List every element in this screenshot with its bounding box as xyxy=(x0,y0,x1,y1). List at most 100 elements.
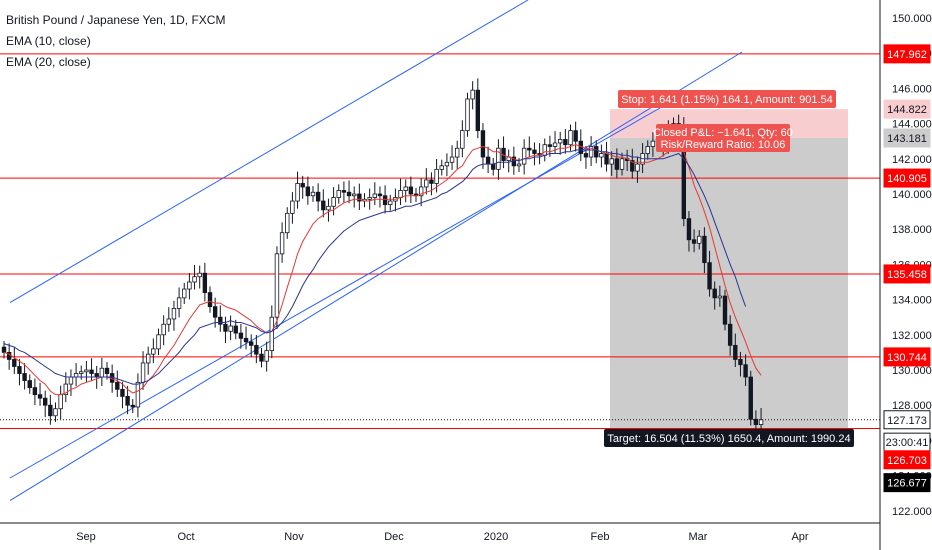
candle-body-10 xyxy=(53,408,58,417)
candle-body-39 xyxy=(202,272,208,293)
candle-body-5 xyxy=(27,380,32,388)
candle-body-57 xyxy=(295,183,300,202)
candle-body-73 xyxy=(377,193,383,197)
candle-body-54 xyxy=(279,232,285,255)
candle-body-71 xyxy=(367,197,372,200)
candle-body-58 xyxy=(300,183,305,188)
candle-body-40 xyxy=(207,292,213,308)
candle-body-56 xyxy=(290,200,295,214)
time-label-3: Dec xyxy=(384,531,404,543)
candle-body-141 xyxy=(727,323,733,346)
price-tag-bg-2 xyxy=(883,128,931,148)
pnl-line1: Closed P&L: −1.641, Qty: 60 xyxy=(653,127,793,139)
candle-body-63 xyxy=(326,205,331,211)
candle-body-89 xyxy=(460,130,465,149)
candle-body-35 xyxy=(182,288,187,299)
position-zones[interactable] xyxy=(610,109,848,429)
candle-body-117 xyxy=(604,153,609,165)
channel-lower-2 xyxy=(9,107,661,479)
candle-body-50 xyxy=(259,353,264,362)
candle-body-106 xyxy=(547,144,553,147)
candle-body-52 xyxy=(269,316,274,352)
candle-body-43 xyxy=(223,323,228,332)
time-axis[interactable]: Sep Oct Nov Dec 2020 Feb Mar Apr xyxy=(0,522,880,543)
candle-body-143 xyxy=(738,359,743,366)
candle-body-109 xyxy=(563,139,568,146)
candle-body-29 xyxy=(151,348,156,355)
candle-body-90 xyxy=(465,98,470,132)
price-tag-3: 140.905 xyxy=(887,173,927,185)
candle-body-123 xyxy=(635,163,640,172)
stop-label-bg xyxy=(618,90,836,108)
candle-body-119 xyxy=(614,158,620,170)
candle-body-116 xyxy=(599,153,604,158)
ema20-legend[interactable]: EMA (20, close) xyxy=(6,55,91,69)
price-axis[interactable]: 150.000148.000146.000144.000142.000140.0… xyxy=(879,0,932,550)
candle-body-25 xyxy=(130,404,135,408)
price-tag-bg-1 xyxy=(883,99,931,119)
time-label-6: Mar xyxy=(689,531,708,543)
candle-body-33 xyxy=(171,307,177,320)
candle-body-103 xyxy=(532,149,537,154)
candle-body-79 xyxy=(408,186,414,195)
candle-body-105 xyxy=(542,144,547,156)
candle-body-68 xyxy=(351,193,357,197)
candle-body-60 xyxy=(310,191,316,197)
target-label-bg xyxy=(604,429,854,447)
candle-body-96 xyxy=(496,147,501,170)
candle-body-17 xyxy=(89,369,94,374)
candle-body-101 xyxy=(521,147,527,165)
candle-body-138 xyxy=(712,288,717,299)
pnl-line2: Risk/Reward Ratio: 10.06 xyxy=(661,139,786,151)
price-tag-bg-5 xyxy=(883,347,931,367)
price-tag-bg-8 xyxy=(883,450,931,470)
candle-body-12 xyxy=(63,383,68,396)
price-tag-1: 144.822 xyxy=(887,104,927,116)
pnl-label-bg xyxy=(656,124,790,152)
candle-body-45 xyxy=(233,325,238,334)
ema10-legend[interactable]: EMA (10, close) xyxy=(6,34,91,48)
candle-body-0 xyxy=(1,346,7,353)
price-tag-2: 143.181 xyxy=(887,133,927,145)
trend-channel[interactable] xyxy=(9,0,743,501)
candle-body-32 xyxy=(166,318,171,325)
candle-body-37 xyxy=(192,276,197,283)
candle-body-137 xyxy=(707,262,712,290)
candle-body-36 xyxy=(187,281,192,290)
time-label-0: Sep xyxy=(76,531,96,543)
candle-body-110 xyxy=(568,130,573,146)
target-label: Target: 16.504 (11.53%) 1650.4, Amount: … xyxy=(607,433,850,445)
candle-body-8 xyxy=(43,397,48,406)
candle-body-120 xyxy=(619,158,625,170)
candle-body-140 xyxy=(722,295,728,325)
candle-body-23 xyxy=(120,388,125,397)
candle-body-82 xyxy=(424,179,429,188)
candle-body-111 xyxy=(573,130,578,142)
time-label-5: Feb xyxy=(591,531,610,543)
candle-body-24 xyxy=(125,395,130,406)
candle-body-84 xyxy=(434,168,439,184)
price-tick-0: 150.000 xyxy=(892,13,932,25)
price-tag-bg-3 xyxy=(883,168,931,188)
candle-body-15 xyxy=(79,371,84,374)
price-tick-5: 140.000 xyxy=(892,189,932,201)
candle-body-115 xyxy=(594,146,599,158)
price-tag-bg-9 xyxy=(883,473,931,493)
candle-body-72 xyxy=(372,193,377,198)
time-label-1: Oct xyxy=(177,531,194,543)
price-tag-4: 135.458 xyxy=(887,269,927,281)
candle-body-67 xyxy=(346,191,352,197)
candle-body-13 xyxy=(68,376,74,385)
candle-body-147 xyxy=(758,419,764,425)
candle-body-26 xyxy=(135,381,141,408)
symbol-title[interactable]: British Pound / Japanese Yen, 1D, FXCM xyxy=(6,13,226,27)
price-tag-bg-0 xyxy=(883,44,931,64)
price-tag-7: 23:00:41 xyxy=(886,437,929,449)
candle-body-81 xyxy=(418,186,424,197)
candle-body-133 xyxy=(686,218,692,241)
candle-body-93 xyxy=(480,130,486,158)
candle-body-107 xyxy=(552,142,558,147)
candle-body-16 xyxy=(84,369,89,373)
candle-body-144 xyxy=(743,364,748,378)
